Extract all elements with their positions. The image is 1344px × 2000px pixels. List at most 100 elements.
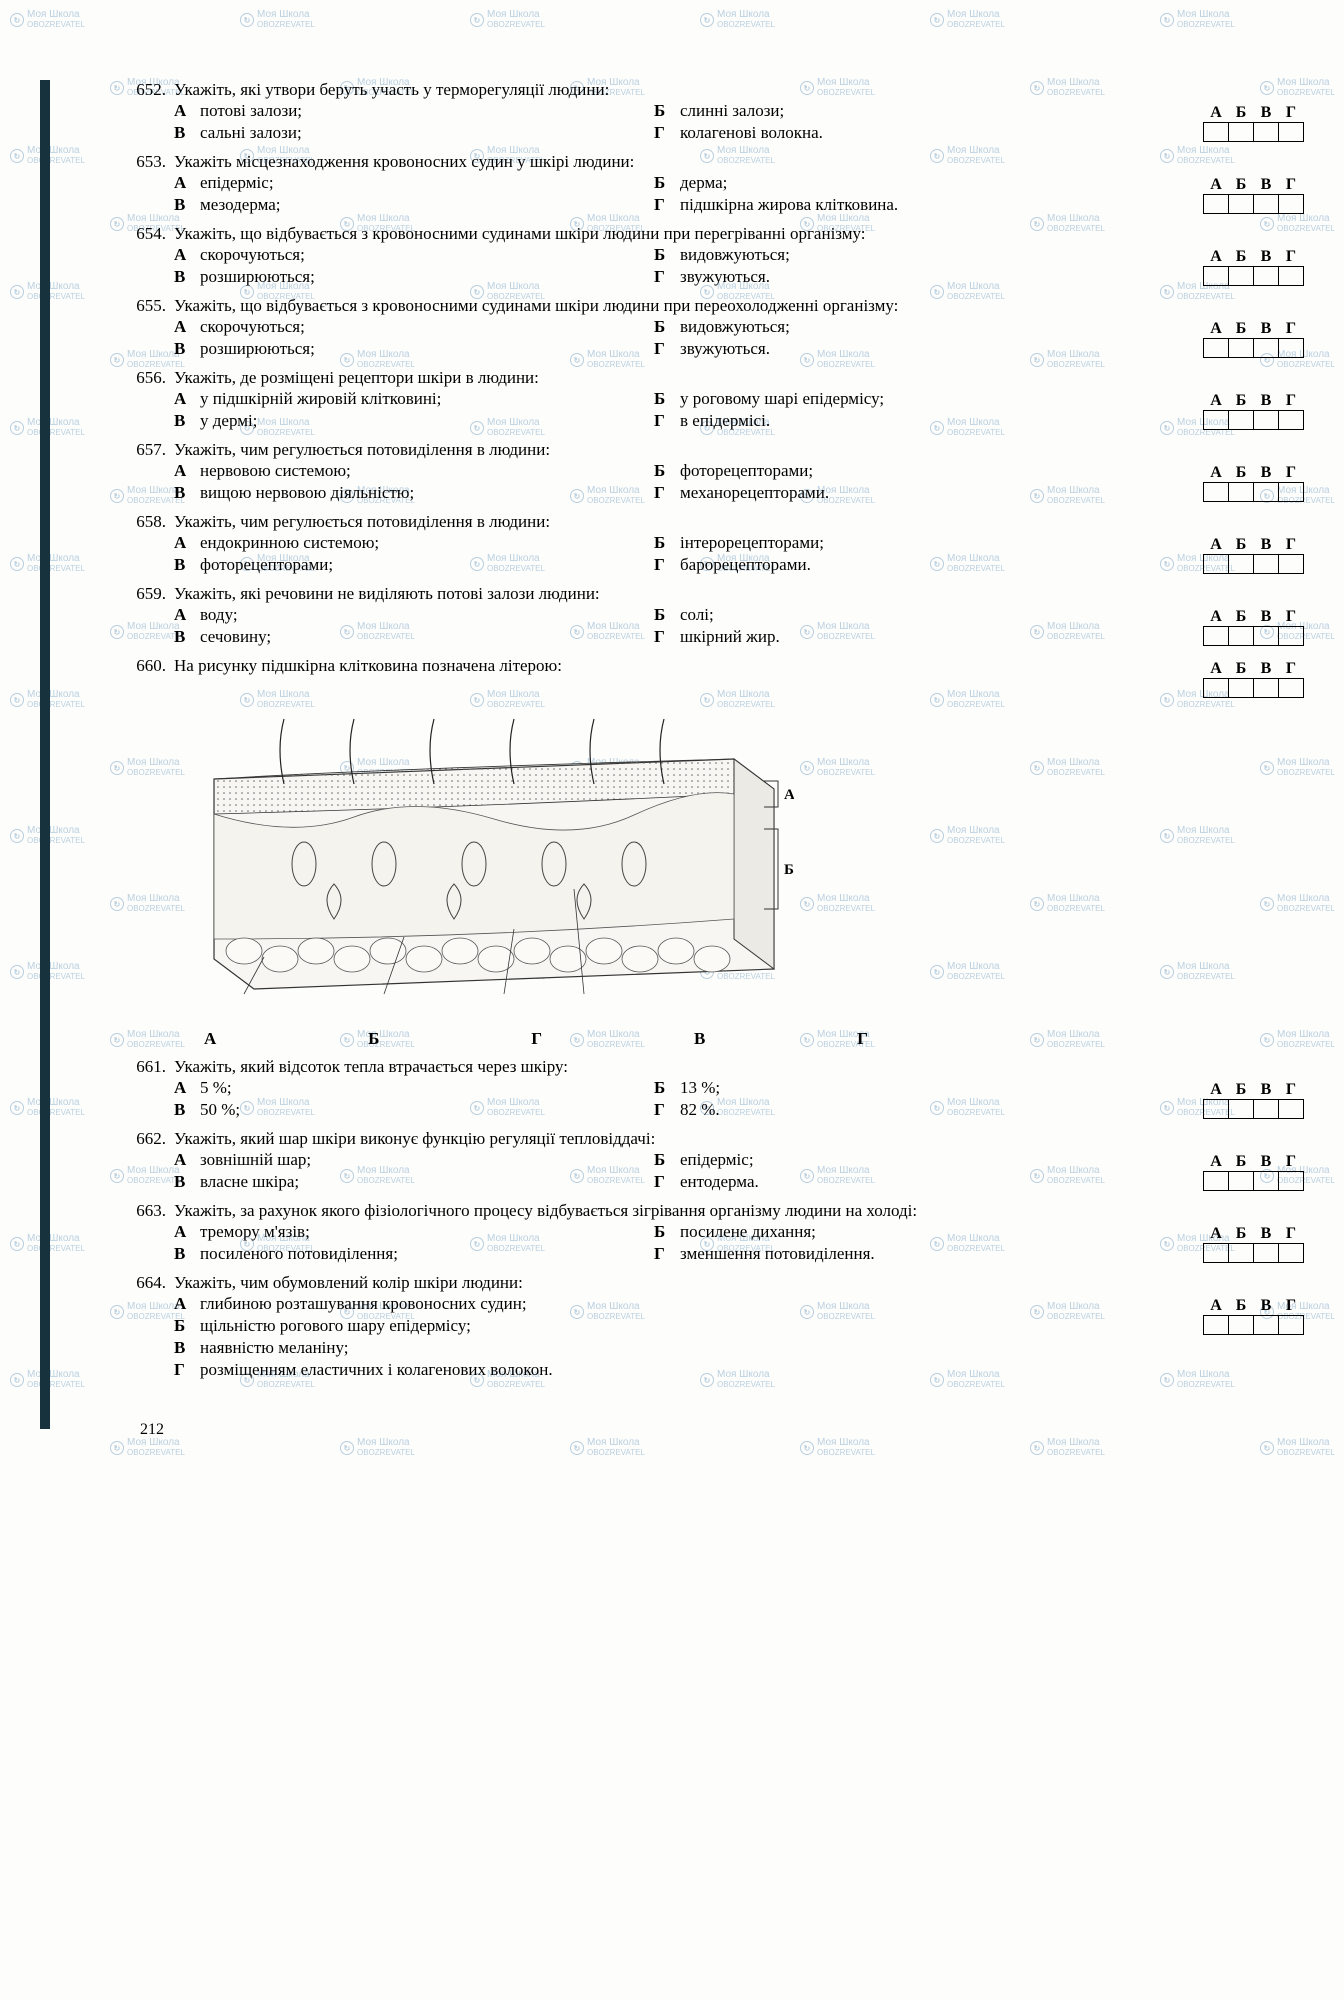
option-text: слинні залози;	[680, 101, 784, 121]
option-text: посиленого потовиділення;	[200, 1244, 398, 1264]
option-letter: А	[174, 461, 200, 481]
option-Г: Гбарорецепторами.	[654, 554, 1134, 576]
option-letter: Б	[654, 1222, 680, 1242]
option-letter: В	[174, 411, 200, 431]
option-text: 50 %;	[200, 1100, 240, 1120]
option-text: нервовою системою;	[200, 461, 351, 481]
option-text: видовжуються;	[680, 317, 790, 337]
option-letter: В	[174, 267, 200, 287]
answer-grid[interactable]: АБВГ	[1203, 248, 1304, 286]
option-text: зменшення потовиділення.	[680, 1244, 875, 1264]
option-Б: Бсолі;	[654, 604, 1134, 626]
option-Б: Бінтерорецепторами;	[654, 532, 1134, 554]
option-letter: Б	[654, 389, 680, 409]
answer-grid[interactable]: АБВГ	[1203, 176, 1304, 214]
question-661: 661.Укажіть, який відсоток тепла втрачає…	[130, 1057, 1314, 1121]
option-В: Ву дермі;	[174, 410, 654, 432]
option-letter: Г	[654, 123, 680, 143]
option-text: сальні залози;	[200, 123, 302, 143]
option-text: 5 %;	[200, 1078, 232, 1098]
question-number: 661.	[130, 1057, 174, 1077]
answer-grid[interactable]: АБВГ	[1203, 464, 1304, 502]
question-text: Укажіть, за рахунок якого фізіологічного…	[174, 1201, 1134, 1221]
option-letter: Б	[654, 317, 680, 337]
option-letter: А	[174, 317, 200, 337]
option-Г: Гзвужуються.	[654, 266, 1134, 288]
answer-grid[interactable]: АБВГ	[1203, 1297, 1304, 1335]
question-number: 653.	[130, 152, 174, 172]
question-664: 664.Укажіть, чим обумовлений колір шкіри…	[130, 1273, 1314, 1381]
watermark: ↻Моя ШколаOBOZREVATEL	[570, 1438, 645, 1458]
question-text: Укажіть, чим регулюється потовиділення в…	[174, 512, 1134, 532]
question-text: Укажіть, чим регулюється потовиділення в…	[174, 440, 1134, 460]
answer-grid[interactable]: АБВГ	[1203, 660, 1304, 698]
question-number: 652.	[130, 80, 174, 100]
watermark: ↻Моя ШколаOBOZREVATEL	[1160, 10, 1235, 30]
option-Б: Бу роговому шарі епідермісу;	[654, 388, 1134, 410]
question-655: 655.Укажіть, що відбувається з кровоносн…	[130, 296, 1314, 360]
option-letter: В	[174, 123, 200, 143]
option-А: Аглибиною розташування кровоносних судин…	[174, 1293, 1134, 1315]
answer-grid[interactable]: АБВГ	[1203, 608, 1304, 646]
option-В: Вмезодерма;	[174, 194, 654, 216]
question-659: 659.Укажіть, які речовини не виділяють п…	[130, 584, 1314, 648]
option-text: дерма;	[680, 173, 727, 193]
answer-grid[interactable]: АБВГ	[1203, 536, 1304, 574]
option-letter: В	[174, 195, 200, 215]
option-text: потові залози;	[200, 101, 302, 121]
option-Г: Гпідшкірна жирова клітковина.	[654, 194, 1134, 216]
option-А: Аводу;	[174, 604, 654, 626]
option-letter: Б	[654, 173, 680, 193]
question-662: 662.Укажіть, який шар шкіри виконує функ…	[130, 1129, 1314, 1193]
option-text: ендокринною системою;	[200, 533, 379, 553]
watermark: ↻Моя ШколаOBOZREVATEL	[1260, 1438, 1335, 1458]
option-letter: Г	[654, 1244, 680, 1264]
option-text: шкірний жир.	[680, 627, 780, 647]
answer-grid[interactable]: АБВГ	[1203, 1081, 1304, 1119]
option-В: Ввласне шкіра;	[174, 1171, 654, 1193]
answer-grid[interactable]: АБВГ	[1203, 1153, 1304, 1191]
option-text: тремору м'язів;	[200, 1222, 310, 1242]
option-text: у дермі;	[200, 411, 257, 431]
option-text: у підшкірній жировій клітковині;	[200, 389, 441, 409]
option-А: Анервовою системою;	[174, 460, 654, 482]
option-text: власне шкіра;	[200, 1172, 299, 1192]
option-Г: Г82 %.	[654, 1099, 1134, 1121]
answer-grid[interactable]: АБВГ	[1203, 1225, 1304, 1263]
option-В: Врозширюються;	[174, 338, 654, 360]
watermark: ↻Моя ШколаOBOZREVATEL	[10, 10, 85, 30]
option-letter: Б	[654, 101, 680, 121]
option-В: Врозширюються;	[174, 266, 654, 288]
option-text: підшкірна жирова клітковина.	[680, 195, 898, 215]
option-text: скорочуються;	[200, 317, 305, 337]
option-letter: А	[174, 533, 200, 553]
page-number: 212	[140, 1421, 1314, 1439]
question-text: Укажіть, де розміщені рецептори шкіри в …	[174, 368, 1134, 388]
option-letter: Б	[654, 245, 680, 265]
option-letter: В	[174, 1338, 200, 1358]
question-text: Укажіть, що відбувається з кровоносними …	[174, 296, 1134, 316]
watermark: ↻Моя ШколаOBOZREVATEL	[340, 1438, 415, 1458]
questions-list: 652.Укажіть, які утвори беруть участь у …	[30, 80, 1314, 1381]
answer-grid[interactable]: АБВГ	[1203, 320, 1304, 358]
option-letter: Г	[654, 195, 680, 215]
option-В: Вфоторецепторами;	[174, 554, 654, 576]
option-text: 82 %.	[680, 1100, 720, 1120]
watermark: ↻Моя ШколаOBOZREVATEL	[240, 10, 315, 30]
option-letter: Б	[654, 1150, 680, 1170]
option-letter: В	[174, 627, 200, 647]
question-number: 664.	[130, 1273, 174, 1293]
figure-bottom-labels: АБГВГ	[174, 1029, 874, 1049]
option-А: Ау підшкірній жировій клітковині;	[174, 388, 654, 410]
option-text: епідерміс;	[680, 1150, 754, 1170]
option-Б: Бвидовжуються;	[654, 244, 1134, 266]
question-657: 657.Укажіть, чим регулюється потовиділен…	[130, 440, 1314, 504]
option-text: посилене дихання;	[680, 1222, 816, 1242]
option-Б: Б13 %;	[654, 1077, 1134, 1099]
option-text: фоторецепторами;	[200, 555, 333, 575]
option-text: розміщенням еластичних і колагенових вол…	[200, 1360, 553, 1380]
answer-grid[interactable]: АБВГ	[1203, 392, 1304, 430]
option-letter: Г	[654, 1172, 680, 1192]
answer-grid[interactable]: АБВГ	[1203, 104, 1304, 142]
svg-text:А: А	[784, 787, 794, 803]
